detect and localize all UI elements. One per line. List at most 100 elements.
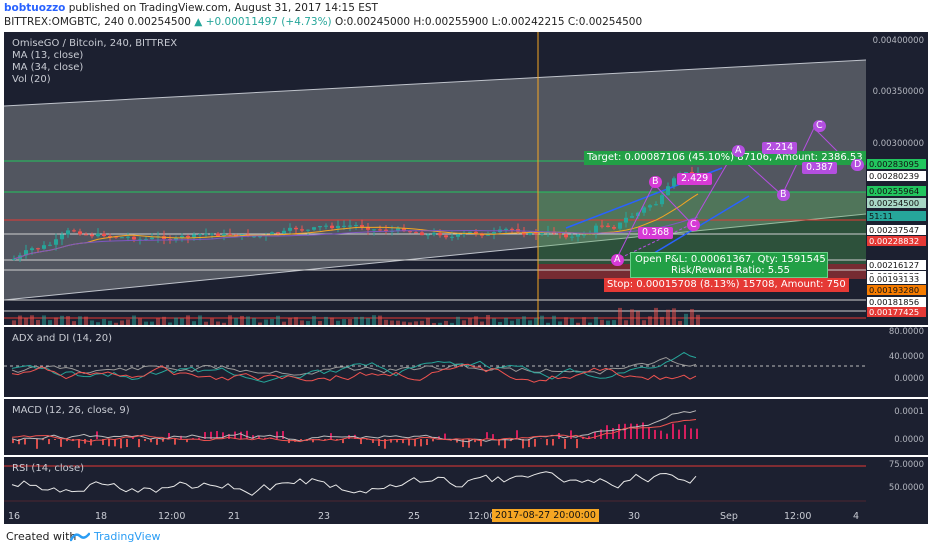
author-link[interactable]: bobtuozzo [4, 2, 66, 14]
macd-bar [678, 429, 680, 439]
volume-bar [372, 315, 376, 325]
candle-body [294, 227, 298, 230]
pattern-label[interactable]: 2.214 [762, 142, 798, 154]
volume-bar [678, 320, 682, 325]
candle-body [402, 228, 406, 232]
volume-bar [324, 316, 328, 325]
volume-bar [234, 317, 238, 325]
pattern-label[interactable]: C [813, 120, 826, 132]
legend-ma13[interactable]: MA (13, close) [12, 50, 84, 61]
volume-bar [120, 320, 124, 325]
pattern-label[interactable]: 0.368 [638, 227, 674, 239]
volume-bar [96, 322, 100, 325]
volume-bar [12, 320, 16, 325]
candle-body [528, 232, 532, 235]
volume-bar [672, 308, 676, 325]
time-axis[interactable] [4, 507, 928, 524]
candle-body [648, 205, 652, 208]
time-axis-highlight: 2017-08-27 20:00:00 [492, 509, 599, 522]
macd-bar [480, 439, 482, 447]
macd-histogram [12, 422, 698, 449]
pattern-label[interactable]: B [649, 176, 662, 188]
pattern-label[interactable]: A [732, 145, 745, 157]
macd-bar [408, 439, 410, 446]
time-axis-label: 12:00 [468, 511, 496, 522]
macd-bar [210, 431, 212, 439]
tradingview-link[interactable]: TradingView [94, 530, 161, 543]
pattern-label[interactable]: 0.387 [802, 162, 838, 174]
candle-body [120, 237, 124, 239]
volume-bar [456, 316, 460, 325]
volume-bar [246, 316, 250, 325]
macd-bar [60, 439, 62, 447]
adx-scale-2: 40.0000 [888, 352, 924, 362]
candle-body [534, 232, 538, 235]
adx-panel[interactable]: ADX and DI (14, 20) [4, 327, 866, 397]
rsi-panel[interactable]: RSI (14, close) [4, 457, 866, 507]
volume-bar [636, 311, 640, 325]
macd-bar [102, 439, 104, 445]
legend-vol[interactable]: Vol (20) [12, 74, 51, 85]
macd-bar [144, 439, 146, 442]
volume-bar [216, 321, 220, 325]
pattern-label[interactable]: B [777, 189, 790, 201]
volume-bar [648, 316, 652, 325]
pattern-label[interactable]: A [611, 254, 624, 266]
macd-bar [246, 430, 248, 439]
macd-bar [252, 435, 254, 439]
macd-bar [372, 439, 374, 443]
target-box[interactable]: Target: 0.00087106 (45.10%) 87106, Amoun… [584, 151, 866, 165]
time-axis-label: 25 [408, 511, 421, 522]
rsi-legend[interactable]: RSI (14, close) [12, 463, 85, 474]
candle-body [654, 204, 658, 206]
volume-bar [498, 321, 502, 325]
volume-bar [156, 318, 160, 325]
legend-symbol[interactable]: OmiseGO / Bitcoin, 240, BITTREX [12, 38, 178, 49]
candle-body [48, 244, 52, 246]
volume-bar [480, 321, 484, 325]
volume-bar [198, 315, 202, 325]
pattern-label[interactable]: D [851, 159, 865, 171]
macd-bar [402, 439, 404, 444]
adx-legend[interactable]: ADX and DI (14, 20) [12, 333, 112, 344]
candle-body [618, 222, 622, 229]
candle-body [102, 233, 106, 237]
macd-bar [132, 437, 134, 439]
macd-legend[interactable]: MACD (12, 26, close, 9) [12, 405, 130, 416]
candle-body [384, 229, 388, 232]
macd-signal-line [11, 419, 697, 443]
rsi-line [11, 471, 697, 496]
volume-bar [432, 322, 436, 325]
candle-body [672, 178, 676, 187]
candle-body [360, 225, 364, 227]
volume-bar [642, 320, 646, 325]
volume-bar [60, 315, 64, 325]
time-axis-label: 18 [95, 511, 108, 522]
macd-bar [36, 439, 38, 449]
volume-bar [240, 315, 244, 325]
volume-bar [396, 320, 400, 325]
pattern-label[interactable]: 2.429 [677, 173, 713, 185]
macd-bar [396, 439, 398, 443]
time-axis-label: 12:00 [784, 511, 812, 522]
volume-bar [78, 316, 82, 325]
legend-ma34[interactable]: MA (34, close) [12, 62, 84, 73]
candle-body [450, 236, 454, 238]
price-tag: 0.00280239 [867, 171, 926, 181]
candle-body [354, 225, 358, 227]
macd-bar [498, 439, 500, 446]
candle-body [30, 248, 34, 251]
macd-panel[interactable]: MACD (12, 26, close, 9) [4, 399, 866, 455]
time-axis-label: 12:00 [158, 511, 186, 522]
candle-body [24, 250, 28, 256]
volume-bar [24, 317, 28, 325]
macd-bar [300, 439, 302, 440]
price-scale[interactable]: 0.00400000 0.00350000 0.00300000 0.00283… [866, 32, 928, 325]
candle-body [114, 236, 118, 238]
volume-bar [522, 316, 526, 325]
price-panel[interactable]: OmiseGO / Bitcoin, 240, BITTREX MA (13, … [4, 32, 866, 325]
candle-body [540, 233, 544, 235]
open-pl-box[interactable]: Open P&L: 0.00061367, Qty: 1591545 Risk/… [630, 252, 828, 278]
pattern-label[interactable]: C [687, 219, 700, 231]
stop-box[interactable]: Stop: 0.00015708 (8.13%) 15708, Amount: … [604, 278, 849, 292]
